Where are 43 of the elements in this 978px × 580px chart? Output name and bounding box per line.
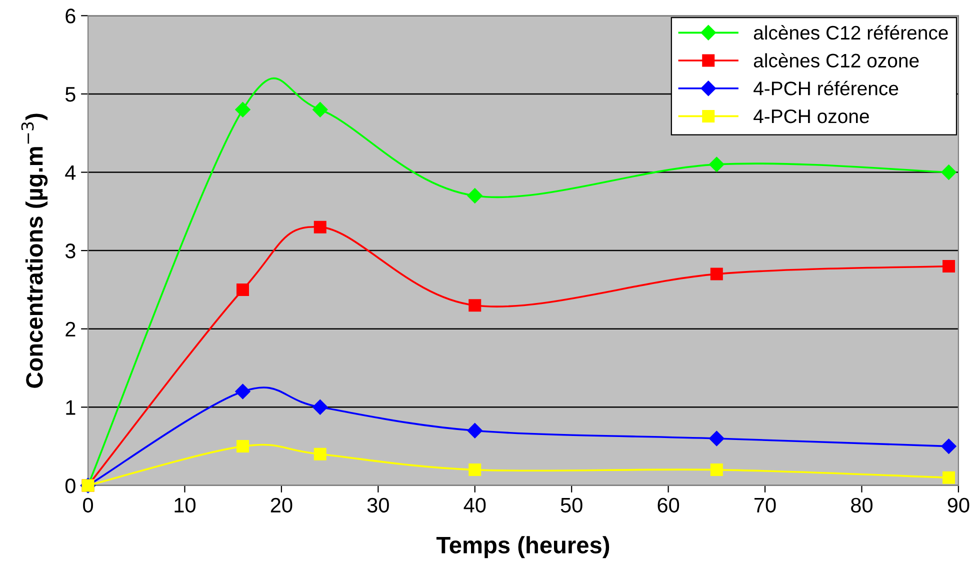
- y-tick-label: 1: [66, 400, 76, 415]
- point: [941, 438, 956, 454]
- x-tick-label: 50: [560, 498, 582, 513]
- point: [941, 164, 956, 180]
- point: [468, 464, 482, 476]
- x-axis-title: Temps (heures): [436, 536, 610, 558]
- x-tick-label: 30: [367, 498, 389, 513]
- point: [235, 384, 250, 400]
- point: [468, 299, 482, 312]
- point: [710, 464, 723, 476]
- x-tick-label: 90: [948, 498, 970, 513]
- point: [236, 440, 250, 453]
- point: [314, 220, 326, 234]
- y-tick-label: 2: [66, 322, 76, 336]
- x-tick-label: 70: [754, 498, 776, 513]
- x-tick-label: 40: [464, 498, 486, 513]
- point: [312, 102, 328, 118]
- point: [710, 268, 723, 280]
- point: [942, 471, 956, 484]
- legend-label: 4-PCH ozone: [754, 109, 869, 124]
- x-tick-label: 80: [851, 498, 872, 513]
- legend-label: 4-PCH référence: [754, 80, 898, 96]
- legend-label: alcènes C12 référence: [754, 25, 948, 40]
- y-tick-label: 5: [65, 87, 76, 102]
- x-tick-label: 10: [174, 498, 196, 513]
- point: [709, 430, 724, 446]
- x-tick-label: 0: [83, 498, 93, 513]
- point: [236, 283, 250, 296]
- point: [314, 448, 326, 460]
- point: [235, 102, 250, 118]
- y-tick-label: 6: [66, 8, 76, 24]
- point: [942, 260, 956, 272]
- y-axis-title: Concentrations (µg.m$^{−3}$): [21, 114, 48, 388]
- x-tick-label: 20: [270, 498, 292, 513]
- y-tick-label: 3: [65, 244, 76, 258]
- x-tick-label: 60: [658, 498, 680, 513]
- point: [312, 400, 328, 415]
- y-tick-label: 0: [65, 478, 76, 494]
- point: [467, 423, 482, 438]
- point: [709, 156, 724, 172]
- y-tick-label: 4: [65, 165, 76, 180]
- point: [467, 188, 482, 204]
- legend-label: alcènes C12 ozone: [754, 53, 919, 68]
